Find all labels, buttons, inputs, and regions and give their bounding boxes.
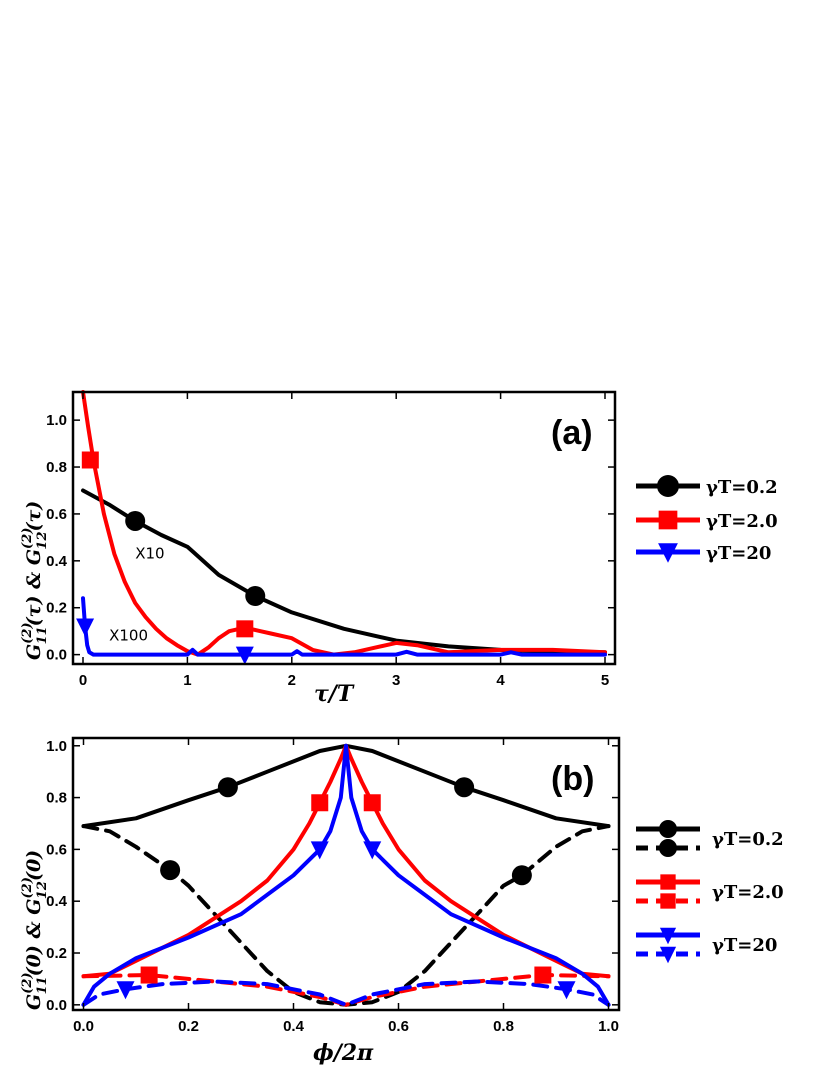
panel-a-xlabel: τ/T xyxy=(314,681,355,707)
legend-a-marker xyxy=(658,543,678,563)
legend-b-dashed-marker xyxy=(659,946,677,964)
panel-a-tag: (a) xyxy=(551,414,593,452)
panel-a-ytick-label: 0.4 xyxy=(46,553,68,570)
panel-b-ytick-label: 0.6 xyxy=(46,841,67,858)
legend-b-label: γT=20 xyxy=(712,935,777,956)
panel-b-series-5-marker-1 xyxy=(557,981,576,1000)
panel-a-annotation: X10 xyxy=(135,544,164,562)
panel-a-series-0-marker-1 xyxy=(245,586,266,606)
panel-a-ytick-label: 0.6 xyxy=(46,506,67,523)
panel-b-series-1-marker-0 xyxy=(160,860,181,881)
panel-b-xtick-label: 1.0 xyxy=(598,1018,619,1035)
panel-b-series-line-5 xyxy=(81,979,611,1007)
panel-a-series-line-0 xyxy=(81,488,607,655)
panel-b-frame xyxy=(71,736,621,1012)
legend-b-solid-marker xyxy=(659,820,677,838)
legend-a-label: γT=2.0 xyxy=(706,511,778,532)
panel-b-ytick-label: 0.8 xyxy=(46,790,67,807)
panel-b-xtick-label: 0.8 xyxy=(493,1018,514,1035)
panel-a-series-2-marker-0 xyxy=(76,618,95,637)
panel-b-series-2-marker-0 xyxy=(311,794,329,812)
legend-a: γT=0.2 γT=2.0 γT=20 xyxy=(636,475,778,564)
panel-b-series-line-2 xyxy=(81,743,611,979)
panel-a-series-0-marker-0 xyxy=(125,510,146,531)
panel-a-xtick-label: 0 xyxy=(79,672,87,689)
panel-b-series-line-4 xyxy=(81,743,611,1007)
panel-a-series-1-marker-1 xyxy=(236,620,254,638)
panel-a-frame xyxy=(71,390,617,666)
panel-b-series-4-marker-1 xyxy=(363,841,382,860)
panel-a-xtick-label: 2 xyxy=(288,672,296,689)
panel-a-ytick-label: 1.0 xyxy=(46,412,67,429)
panel-a-xtick-label: 5 xyxy=(601,672,609,689)
panel-b-series-0-marker-0 xyxy=(217,777,238,798)
panel-b-ytick-label: 0.2 xyxy=(46,945,67,962)
panel-a-ylabel: G(2)11(τ) & G(2)12(τ) xyxy=(20,501,50,660)
panel-b-xlabel: ϕ/2π xyxy=(313,1040,374,1066)
panel-a: 0 1 2 3 4 5 0.0 0.2 0.4 0.6 0.8 1.0 (a) X10 X100 τ/T… xyxy=(20,390,617,707)
legend-b-solid-marker xyxy=(659,927,677,945)
panel-b-tag: (b) xyxy=(551,760,594,798)
panel-a-series-2-marker-1 xyxy=(235,646,254,665)
panel-b-series-0-marker-1 xyxy=(454,777,475,798)
panel-a-ytick-label: 0.2 xyxy=(46,600,67,617)
legend-b-label: γT=0.2 xyxy=(712,829,784,850)
panel-a-xtick-label: 4 xyxy=(496,672,505,689)
legend-a-label: γT=20 xyxy=(706,543,771,564)
panel-b-ylabel: G(2)11(0) & G(2)12(0) xyxy=(20,850,50,1010)
legend-b-dashed-marker xyxy=(659,839,677,857)
panel-b-ytick-label: 1.0 xyxy=(46,738,67,755)
panel-b-ytick-label: 0.0 xyxy=(46,997,67,1014)
legend-a-marker xyxy=(657,475,679,497)
legend-b: γT=0.2 γT=2.0 γT=20 xyxy=(636,820,784,964)
panel-b-series-1-marker-1 xyxy=(511,865,532,886)
panel-b-xtick-label: 0.2 xyxy=(178,1018,199,1035)
legend-b-label: γT=2.0 xyxy=(712,882,784,903)
panel-b-series-3-marker-1 xyxy=(534,966,552,984)
panel-b-xtick-label: 0.4 xyxy=(283,1018,305,1035)
legend-b-solid-marker xyxy=(660,874,676,890)
panel-a-xtick-label: 3 xyxy=(392,672,400,689)
legend-a-marker xyxy=(658,510,678,530)
legend-a-label: γT=0.2 xyxy=(706,477,778,498)
panel-b-series-5-marker-0 xyxy=(116,981,135,1000)
panel-a-series-1-marker-0 xyxy=(81,451,99,469)
panel-b-series-4-marker-0 xyxy=(310,841,329,860)
panel-a-series-line-2 xyxy=(81,596,607,657)
panel-a-annotation: X100 xyxy=(109,627,148,645)
panel-b-series-line-3 xyxy=(81,973,611,1007)
panel-a-ytick-label: 0.0 xyxy=(46,647,67,664)
panel-a-xtick-label: 1 xyxy=(183,672,191,689)
panel-b-xtick-label: 0.0 xyxy=(73,1018,94,1035)
panel-a-ytick-label: 0.8 xyxy=(46,459,67,476)
panel-b-series-2-marker-1 xyxy=(363,794,381,812)
panel-b-series xyxy=(81,743,611,1007)
panel-a-series xyxy=(76,390,607,665)
panel-b-xtick-label: 0.6 xyxy=(388,1018,409,1035)
panel-a-series-line-1 xyxy=(81,390,607,657)
panel-b: 0.0 0.2 0.4 0.6 0.8 1.0 0.0 0.2 0.4 0.6 0.8 1.0 (b)… xyxy=(20,736,621,1066)
panel-b-series-3-marker-0 xyxy=(140,966,158,984)
panel-b-ytick-label: 0.4 xyxy=(46,893,68,910)
legend-b-dashed-marker xyxy=(660,893,676,909)
